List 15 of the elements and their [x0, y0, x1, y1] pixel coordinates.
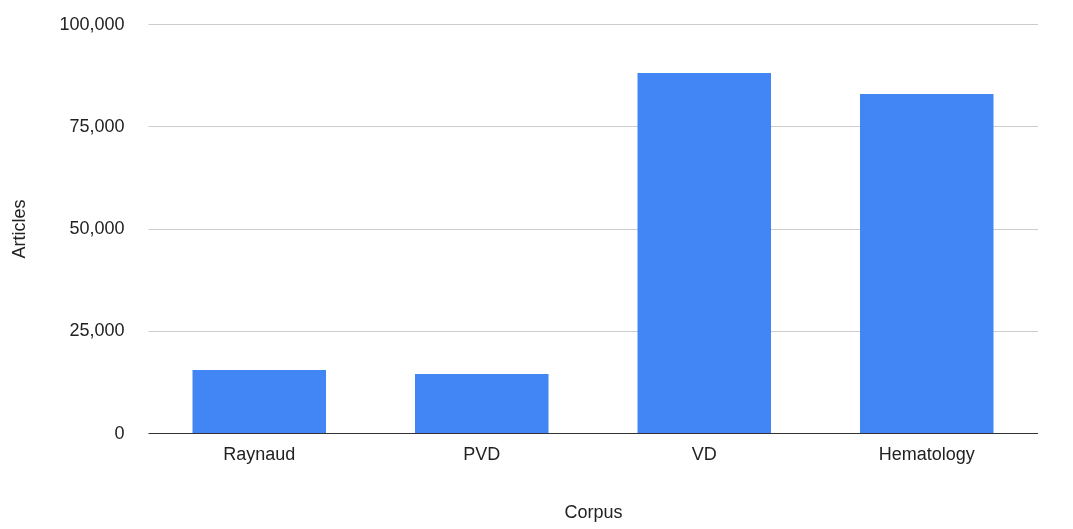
bar [860, 93, 994, 433]
bar [415, 374, 549, 433]
bar [637, 73, 771, 433]
x-axis-title: Corpus [564, 501, 623, 522]
y-tick-label: 100,000 [59, 13, 125, 34]
y-tick-label: 25,000 [69, 320, 125, 341]
bar [192, 370, 326, 433]
x-tick-label: Raynaud [223, 443, 296, 464]
y-tick-label: 0 [114, 422, 125, 443]
x-tick-label: VD [691, 443, 717, 464]
y-axis-title: Articles [9, 199, 30, 259]
x-tick-label: Hematology [878, 443, 975, 464]
x-tick-label: PVD [463, 443, 501, 464]
y-tick-label: 50,000 [69, 218, 125, 238]
y-tick-label: 75,000 [69, 115, 125, 136]
